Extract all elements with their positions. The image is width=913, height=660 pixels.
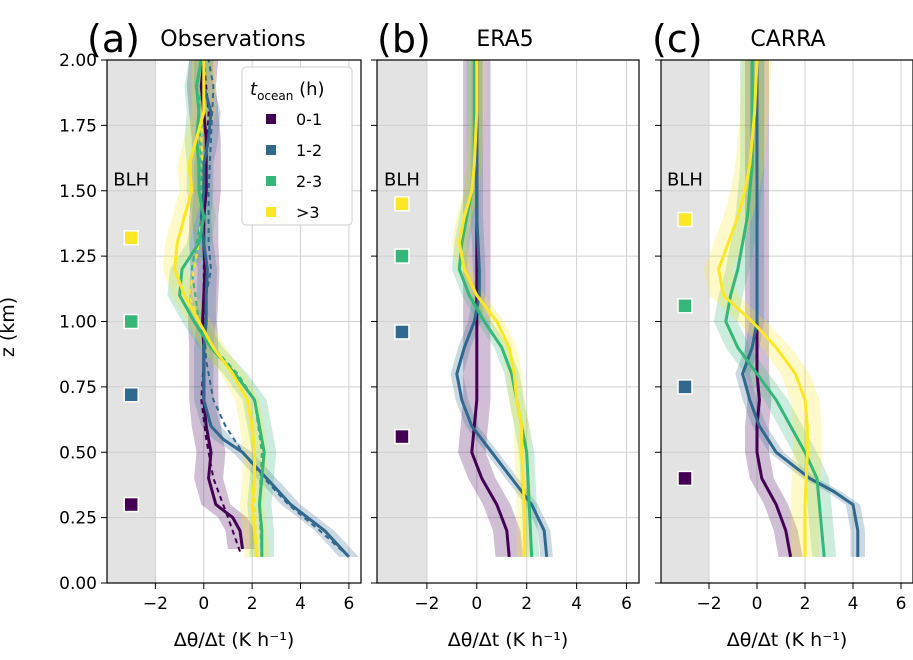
x-tick-label-observations: −2 (143, 594, 168, 614)
blh-marker-carra-2-3 (677, 298, 693, 314)
x-tick-label-era5: 0 (471, 594, 482, 614)
blh-marker-carra-gt3 (677, 211, 693, 228)
line-carra-1-2 (741, 60, 860, 557)
band-observations-gt3 (162, 60, 270, 557)
x-tick-label-observations: 4 (295, 594, 306, 614)
panel-era5: BLH −2 0 2 4 6 Δθ/Δt (K h⁻¹) (b) ERA5 (371, 17, 640, 651)
blh-marker-era5-1-2 (394, 324, 410, 340)
line-era5-gt3 (457, 60, 526, 557)
x-axis-label-observations: Δθ/Δt (K h⁻¹) (174, 629, 295, 651)
band-carra-0-1 (745, 60, 803, 557)
x-tick-label-era5: 2 (521, 594, 532, 614)
blh-marker-observations-2-3 (123, 313, 139, 330)
blh-marker-observations-1-2 (123, 386, 139, 403)
y-tick-label-observations: 0.25 (59, 509, 97, 529)
panel-observations: BLH −2 0 2 4 6 0.00 0.25 0.50 0.75 1.00 1.25 1.50 1.7… (59, 17, 362, 651)
y-tick-label-observations: 0.75 (59, 378, 97, 398)
legend-label-2-3: 2-3 (296, 172, 322, 191)
band-carra-gt3 (704, 60, 822, 557)
x-tick-label-observations: 0 (198, 594, 209, 614)
x-tick-label-observations: 6 (343, 594, 354, 614)
legend-label-1-2: 1-2 (296, 141, 322, 160)
x-tick-label-carra: 2 (800, 594, 811, 614)
blh-marker-era5-gt3 (394, 196, 410, 212)
blh-marker-era5-2-3 (394, 248, 410, 264)
blh-marker-carra-1-2 (677, 379, 693, 395)
legend-swatch-gt3 (266, 207, 276, 217)
band-carra-2-3 (713, 60, 837, 557)
x-tick-label-carra: 0 (752, 594, 763, 614)
y-axis-label: z (km) (0, 297, 19, 357)
x-axis-label-carra: Δθ/Δt (K h⁻¹) (727, 629, 848, 651)
line-carra-2-3 (724, 60, 826, 558)
legend: tocean (h) 0-1 1-2 2-3 >3 (241, 66, 353, 226)
y-tick-label-observations: 0.50 (59, 443, 97, 463)
legend-swatch-2-3 (266, 176, 276, 186)
panel-letter-carra: (c) (652, 17, 703, 61)
legend-label-0-1: 0-1 (296, 110, 322, 129)
band-observations-1-2 (191, 60, 359, 557)
panel-title-observations: Observations (160, 27, 305, 52)
panel-title-era5: ERA5 (476, 27, 533, 52)
x-tick-label-era5: 6 (621, 594, 632, 614)
panel-letter-era5: (b) (377, 17, 431, 61)
dashed-line-observations-gt3 (188, 60, 258, 557)
line-carra-gt3 (717, 59, 809, 557)
legend-title: tocean (h) (250, 79, 325, 103)
y-tick-label-observations: 1.00 (59, 313, 97, 333)
panel-letter-observations: (a) (87, 17, 140, 61)
legend-swatch-0-1 (266, 114, 276, 124)
blh-label-era5: BLH (384, 170, 420, 191)
blh-label-observations: BLH (113, 170, 149, 191)
legend-swatch-1-2 (266, 145, 276, 155)
line-observations-gt3 (173, 60, 259, 558)
x-tick-label-carra: −2 (696, 594, 721, 614)
band-observations-2-3 (167, 60, 277, 557)
legend-label-gt3: >3 (296, 203, 320, 222)
y-tick-label-observations: 0.00 (59, 574, 97, 594)
x-tick-label-observations: 2 (247, 594, 258, 614)
x-tick-label-era5: −2 (414, 594, 439, 614)
line-observations-2-3 (178, 59, 266, 557)
line-era5-1-2 (455, 60, 549, 558)
blh-marker-era5-0-1 (394, 428, 410, 445)
blh-marker-carra-0-1 (677, 470, 693, 487)
blh-marker-observations-gt3 (123, 230, 139, 246)
x-tick-label-carra: 4 (848, 594, 859, 614)
panel-title-carra: CARRA (750, 27, 825, 52)
y-tick-label-observations: 1.50 (59, 182, 97, 202)
panel-carra: BLH −2 0 2 4 6 Δθ/Δt (K h⁻¹) (c) CARRA (652, 17, 913, 651)
y-tick-label-observations: 1.75 (59, 116, 97, 136)
band-carra-1-2 (735, 60, 865, 557)
x-axis-label-era5: Δθ/Δt (K h⁻¹) (448, 629, 569, 651)
y-tick-label-observations: 2.00 (59, 51, 97, 71)
y-tick-label-observations: 1.25 (59, 247, 97, 267)
blh-marker-observations-0-1 (123, 496, 139, 513)
x-tick-label-era5: 4 (571, 594, 582, 614)
x-tick-label-carra: 6 (896, 594, 907, 614)
blh-label-carra: BLH (667, 170, 703, 191)
